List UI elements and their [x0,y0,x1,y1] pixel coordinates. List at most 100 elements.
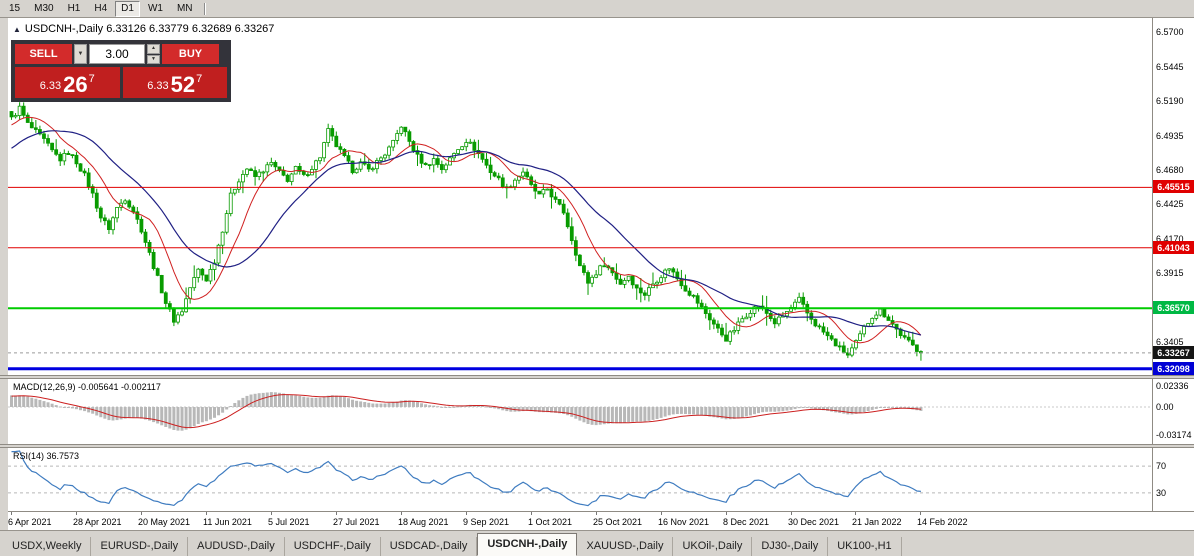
macd-canvas[interactable] [8,379,1152,444]
price-scale[interactable]: 6.5700 6.5445 6.5190 6.4935 6.4680 6.4425 6.41… [1152,18,1194,511]
macd-axis-label: -0.03174 [1156,430,1192,440]
chart-tab-usdx-weekly[interactable]: USDX,Weekly [3,537,92,556]
horizontal-lines-layer [8,186,1152,371]
chart-tab-audusd-daily[interactable]: AUDUSD-,Daily [188,537,285,556]
time-axis-tick [596,512,597,515]
price-line-badge: 6.36570 [1153,301,1194,314]
sell-button[interactable]: SELL [15,44,72,64]
time-scale[interactable]: 6 Apr 2021 28 Apr 2021 20 May 2021 11 Jun 2… [8,511,1194,530]
chevron-up-icon: ▲ [151,45,156,52]
price-axis-label: 6.4170 [1156,234,1184,244]
time-axis-label: 28 Apr 2021 [73,517,122,527]
time-axis-label: 14 Feb 2022 [917,517,968,527]
rsi-line [11,450,921,507]
time-axis-label: 27 Jul 2021 [333,517,380,527]
chart-tab-eurusd-daily[interactable]: EURUSD-,Daily [91,537,189,556]
time-axis-label: 21 Jan 2022 [852,517,902,527]
price-chart-canvas[interactable] [8,18,1152,375]
chart-title-text: USDCNH-,Daily 6.33126 6.33779 6.32689 6.… [24,23,275,35]
time-axis-label: 8 Dec 2021 [723,517,770,527]
price-axis-label: 6.3405 [1156,337,1184,347]
time-axis-tick [466,512,467,515]
price-line-badge: 6.45515 [1153,180,1194,193]
macd-axis-label: 0.02336 [1156,381,1189,391]
lot-stepper: ▲ ▼ [147,44,160,64]
timeframe-button-M30[interactable]: M30 [34,2,54,14]
macd-panel: MACD(12,26,9) -0.005641 -0.002117 [8,379,1152,444]
lot-decrement-button[interactable]: ▼ [147,54,160,64]
chart-tab-usdcad-daily[interactable]: USDCAD-,Daily [380,537,478,556]
sell-price-tile[interactable]: 6.33 26 7 [15,67,120,98]
rsi-label: RSI(14) 36.7573 [13,451,80,461]
timeframe-button-D1[interactable]: D1 [115,0,140,17]
time-axis-tick [11,512,12,515]
ma-fast-line [11,116,922,344]
panel-divider[interactable] [0,444,1194,448]
macd-signal-line [11,394,921,429]
candles-layer [9,102,923,361]
panel-divider[interactable] [0,375,1194,379]
time-axis-tick [531,512,532,515]
time-axis-label: 11 Jun 2021 [203,517,252,527]
time-axis-tick [271,512,272,515]
timeframe-button-W1[interactable]: W1 [147,2,163,14]
price-line-badge: 6.32098 [1153,362,1194,375]
time-axis-label: 20 May 2021 [138,517,191,527]
price-axis-label: 6.5190 [1156,96,1184,106]
timeframe-button-15[interactable]: 15 [9,2,21,14]
rsi-panel: RSI(14) 36.7573 [8,448,1152,511]
ma-slow-line [11,130,922,336]
price-axis-label: 6.4680 [1156,165,1184,175]
time-axis-tick [791,512,792,515]
chart-tab-uk100-h1[interactable]: UK100-,H1 [828,537,902,556]
macd-axis-label: 0.00 [1156,402,1174,412]
buy-button[interactable]: BUY [162,44,219,64]
time-axis-tick [726,512,727,515]
time-axis-tick [141,512,142,515]
time-axis-label: 30 Dec 2021 [788,517,840,527]
time-axis-label: 16 Nov 2021 [658,517,710,527]
macd-histogram [10,392,923,431]
buy-price-tile[interactable]: 6.33 52 7 [122,67,227,98]
one-click-trading-panel: SELL ▼ ▲ ▼ BUY 6.33267 [11,40,231,102]
time-axis-tick [855,512,856,515]
timeframe-toolbar: 15 M30 H1 H4 D1 W1 MN [0,0,1194,18]
chart-title: ▲ USDCNH-,Daily 6.33126 6.33779 6.32689 … [13,23,274,35]
chart-tab-dj30-daily[interactable]: DJ30-,Daily [752,537,829,556]
chevron-down-icon: ▼ [77,51,84,57]
time-axis-tick [661,512,662,515]
time-axis-label: 1 Oct 2021 [528,517,573,527]
sell-price-base: 6.33 [39,80,62,92]
time-axis-tick [76,512,77,515]
sell-price-pipette: 7 [88,73,95,85]
rsi-canvas[interactable] [8,448,1152,511]
chart-tab-usdchf-daily[interactable]: USDCHF-,Daily [284,537,381,556]
time-axis-label: 18 Aug 2021 [398,517,449,527]
toolbar-separator [203,2,206,15]
chevron-down-icon: ▼ [151,55,156,62]
price-axis-label: 6.5445 [1156,62,1184,72]
timeframe-button-H4[interactable]: H4 [94,2,108,14]
sell-price-pips: 26 [63,72,88,97]
rsi-axis-label: 70 [1156,461,1167,471]
timeframe-button-MN[interactable]: MN [176,2,193,14]
price-axis-label: 6.5700 [1156,27,1184,37]
lot-size-input[interactable] [89,44,145,64]
time-axis-tick [206,512,207,515]
lot-increment-button[interactable]: ▲ [147,44,160,54]
macd-label: MACD(12,26,9) -0.005641 -0.002117 [13,382,161,392]
time-axis-tick [336,512,337,515]
chart-tab-bar: USDX,Weekly EURUSD-,Daily AUDUSD-,Daily USD… [0,530,1194,556]
buy-price-pips: 52 [170,72,196,97]
price-axis-label: 6.4935 [1156,131,1184,141]
chart-tab-usdcnh-daily[interactable]: USDCNH-,Daily [477,533,578,556]
timeframe-button-H1[interactable]: H1 [67,2,81,14]
chart-tab-ukoil-daily[interactable]: UKOil-,Daily [673,537,753,556]
chart-tab-xauusd-daily[interactable]: XAUUSD-,Daily [577,537,674,556]
buy-price-base: 6.33 [147,80,169,92]
time-axis-tick [401,512,402,515]
lot-dropdown-button[interactable]: ▼ [74,44,87,64]
main-chart-panel: ▲ USDCNH-,Daily 6.33126 6.33779 6.32689 … [8,18,1152,375]
one-click-collapse-icon[interactable]: ▲ [13,24,21,34]
